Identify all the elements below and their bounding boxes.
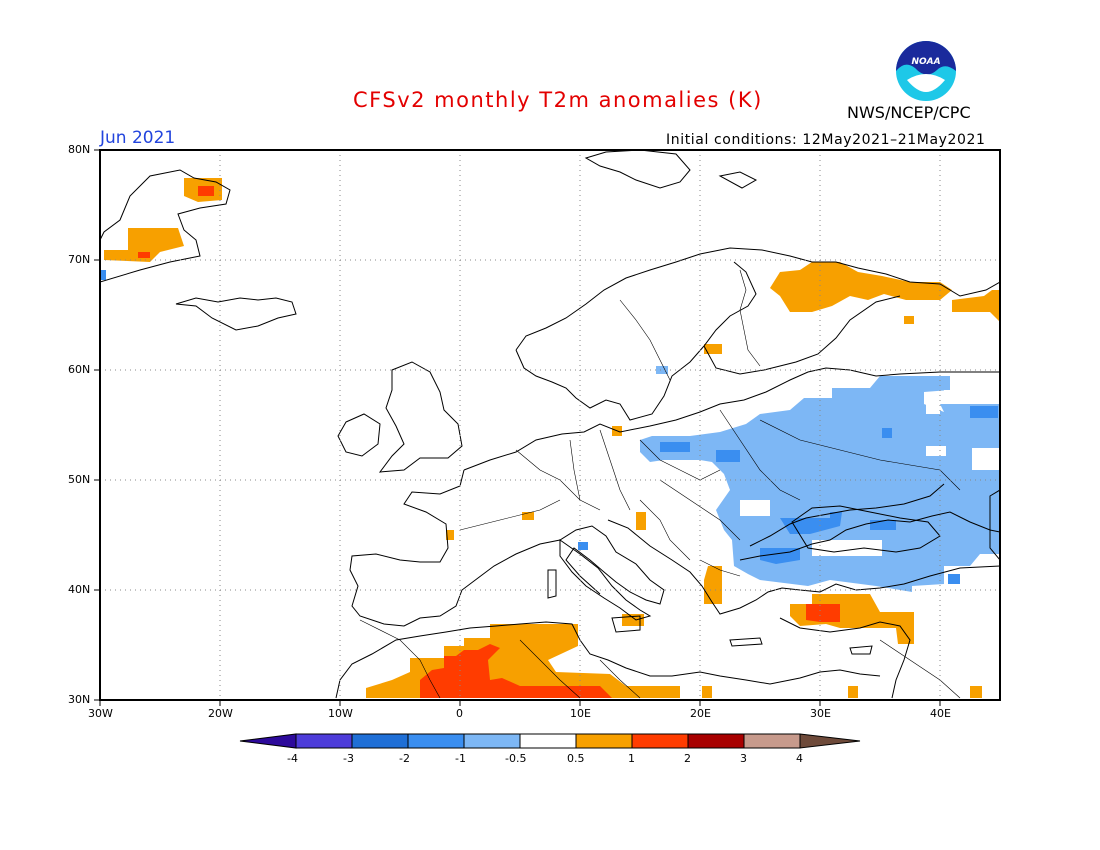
colorbar-swatch--2--1 (407, 733, 465, 749)
lon-label-10e: 10E (570, 707, 591, 720)
chart-title: CFSv2 monthly T2m anomalies (K) (353, 88, 763, 112)
grid-lines (100, 150, 1000, 700)
colorbar-label: 0.5 (567, 752, 585, 765)
colorbar-label: 3 (740, 752, 747, 765)
colorbar-label: 2 (684, 752, 691, 765)
initial-conditions: Initial conditions: 12May2021–21May2021 (666, 132, 986, 148)
colorbar-swatch--3--2 (351, 733, 409, 749)
colorbar-swatch-1-2 (631, 733, 689, 749)
lon-label-30e: 30E (810, 707, 831, 720)
noaa-logo-icon: NOAA (896, 41, 956, 101)
colorbar-label: -4 (287, 752, 298, 765)
colorbar-swatch-2-3 (687, 733, 745, 749)
coastlines (100, 150, 1000, 699)
lat-label-40n: 40N (68, 583, 91, 596)
cool-anomaly-m1-m0.5 (640, 366, 1000, 592)
colorbar-label: -1 (455, 752, 466, 765)
agency-label: NWS/NCEP/CPC (847, 103, 971, 122)
colorbar-swatch-gt-4 (799, 733, 861, 749)
forecast-period: Jun 2021 (100, 128, 176, 148)
lon-label-20w: 20W (208, 707, 233, 720)
warm-anomaly-1-2 (138, 186, 840, 698)
colorbar-label: -3 (343, 752, 354, 765)
colorbar-swatch--1--0.5 (463, 733, 521, 749)
lon-label-0: 0 (456, 707, 463, 720)
colorbar-swatch--0.5-0.5 (519, 733, 577, 749)
colorbar-label: -2 (399, 752, 410, 765)
lat-label-70n: 70N (68, 253, 91, 266)
colorbar-swatch-3-4 (743, 733, 801, 749)
anomaly-shading (100, 178, 1000, 698)
colorbar-label: -0.5 (505, 752, 527, 765)
lon-label-20e: 20E (690, 707, 711, 720)
lat-label-50n: 50N (68, 473, 91, 486)
colorbar-swatch--4--3 (295, 733, 353, 749)
lat-label-30n: 30N (68, 693, 91, 706)
neutral-gaps (740, 390, 1000, 556)
colorbar (239, 733, 861, 749)
lat-label-60n: 60N (68, 363, 91, 376)
map-frame (99, 149, 1001, 701)
colorbar-label: 1 (628, 752, 635, 765)
colorbar-swatch-lt-4 (239, 733, 297, 749)
lat-label-80n: 80N (68, 143, 91, 156)
lon-label-40e: 40E (930, 707, 951, 720)
logo-lettering: NOAA (911, 57, 940, 67)
colorbar-label: 4 (796, 752, 803, 765)
lon-label-30w: 30W (88, 707, 113, 720)
colorbar-swatch-0.5-1 (575, 733, 633, 749)
lon-label-10w: 10W (328, 707, 353, 720)
